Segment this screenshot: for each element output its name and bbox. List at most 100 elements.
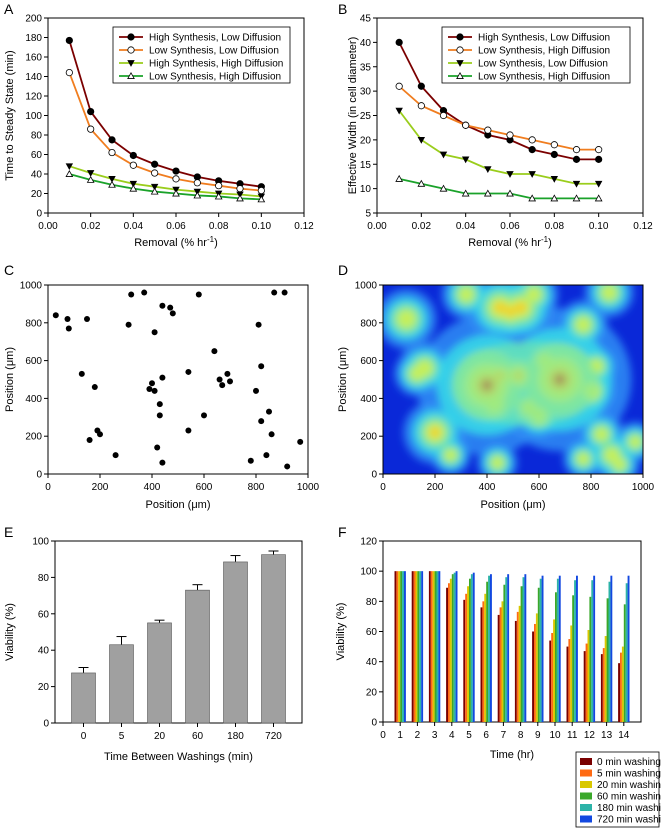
x-tick-label: 0.08 bbox=[209, 221, 229, 232]
scatter-point bbox=[247, 457, 254, 464]
scatter-point bbox=[253, 387, 259, 394]
bar bbox=[541, 575, 544, 722]
data-point bbox=[65, 36, 73, 45]
bar bbox=[606, 598, 609, 722]
scatter-point bbox=[159, 374, 166, 381]
heatmap-blob bbox=[444, 448, 457, 462]
bar bbox=[535, 613, 538, 722]
y-tick-label: 600 bbox=[25, 356, 42, 367]
y-tick-label: 1000 bbox=[20, 281, 43, 292]
y-tick-label: 20 bbox=[366, 687, 378, 698]
y-tick-label: 0 bbox=[36, 209, 42, 220]
y-axis-label: Position (μm) bbox=[337, 347, 349, 412]
data-point bbox=[395, 174, 404, 182]
bar bbox=[432, 571, 435, 722]
data-point bbox=[172, 167, 180, 175]
heatmap-blob bbox=[514, 301, 527, 314]
data-point bbox=[528, 146, 536, 154]
bar bbox=[400, 571, 403, 722]
bar bbox=[503, 584, 506, 722]
legend-label: 60 min washing bbox=[597, 792, 661, 803]
bar bbox=[520, 586, 523, 722]
x-tick-label: 8 bbox=[518, 730, 524, 741]
data-point bbox=[483, 189, 492, 197]
x-tick-label: 400 bbox=[144, 482, 161, 493]
panel-letter-d: D bbox=[338, 262, 348, 278]
legend: High Synthesis, Low Diffusion Low Synthes… bbox=[441, 26, 631, 84]
chart-d: 0 200 400 600 800 1000 0 200 400 600 800 1000 Positi… bbox=[337, 281, 655, 512]
data-point bbox=[108, 180, 116, 188]
bar bbox=[497, 614, 500, 722]
y-tick-label: 100 bbox=[360, 567, 377, 578]
heatmap-blob bbox=[601, 285, 617, 301]
legend-label: 720 min washing bbox=[597, 815, 661, 826]
bar bbox=[537, 587, 540, 722]
data-point bbox=[150, 183, 159, 191]
y-tick-label: 400 bbox=[360, 394, 377, 405]
bar bbox=[608, 581, 611, 722]
legend-label: High Synthesis, Low Diffusion bbox=[478, 33, 610, 44]
data-point bbox=[215, 182, 223, 190]
legend-swatch bbox=[580, 758, 592, 765]
bar bbox=[600, 654, 603, 722]
data-point bbox=[550, 176, 559, 183]
heatmap-blob bbox=[576, 452, 590, 466]
y-axis-label: Time to Steady State (min) bbox=[4, 50, 16, 180]
y-tick-label: 800 bbox=[360, 318, 377, 329]
y-tick-label: 1000 bbox=[355, 281, 378, 292]
scatter-point bbox=[167, 304, 174, 311]
bar bbox=[223, 561, 248, 724]
bar bbox=[147, 622, 172, 724]
x-axis-label-main: Removal (% hr bbox=[134, 237, 207, 249]
x-tick-label: 11 bbox=[567, 730, 578, 741]
x-axis-label: Removal (% hr-1) bbox=[134, 235, 218, 249]
data-point bbox=[257, 186, 265, 195]
y-tick-label: 40 bbox=[366, 657, 378, 668]
data-point bbox=[151, 169, 159, 177]
bar bbox=[514, 620, 517, 722]
panel-letter-c: C bbox=[4, 262, 14, 278]
bar bbox=[469, 578, 471, 722]
scatter-point bbox=[227, 378, 233, 385]
bar bbox=[463, 599, 466, 722]
x-tick-label: 0 bbox=[380, 730, 386, 741]
data-point bbox=[594, 180, 603, 188]
data-point bbox=[572, 155, 581, 163]
data-point bbox=[108, 136, 116, 144]
scatter-point bbox=[151, 329, 158, 336]
x-tick-label: 0.06 bbox=[166, 221, 186, 232]
data-point bbox=[129, 161, 137, 169]
bar bbox=[522, 577, 525, 722]
series-line bbox=[69, 173, 262, 201]
data-point bbox=[439, 151, 448, 159]
x-tick-label: 4 bbox=[449, 730, 455, 741]
bar bbox=[618, 663, 620, 722]
data-point bbox=[456, 46, 464, 54]
data-point bbox=[87, 108, 95, 116]
x-tick-label: 0 bbox=[45, 482, 51, 493]
bar bbox=[574, 580, 576, 722]
scatter-point bbox=[185, 368, 192, 375]
scatter-point bbox=[169, 310, 176, 317]
x-tick-label: 800 bbox=[248, 482, 265, 493]
x-tick-label: 0.04 bbox=[456, 221, 476, 232]
scatter-point bbox=[91, 384, 98, 391]
data-point bbox=[127, 71, 135, 79]
data-point bbox=[86, 170, 95, 177]
data-point bbox=[595, 155, 603, 163]
bar bbox=[556, 578, 559, 722]
legend-swatch bbox=[580, 815, 592, 823]
scatter-point bbox=[263, 452, 270, 459]
scatter-point bbox=[258, 363, 265, 370]
scatter-point bbox=[284, 463, 291, 470]
scatter-point bbox=[281, 289, 288, 296]
data-point bbox=[172, 189, 180, 197]
bar bbox=[71, 672, 96, 724]
bar bbox=[524, 574, 527, 722]
scatter-point bbox=[84, 316, 90, 323]
x-tick-label: 0.00 bbox=[367, 221, 387, 232]
panel-letter-f: F bbox=[338, 524, 347, 540]
y-tick-label: 30 bbox=[360, 87, 372, 98]
data-point bbox=[236, 194, 244, 202]
